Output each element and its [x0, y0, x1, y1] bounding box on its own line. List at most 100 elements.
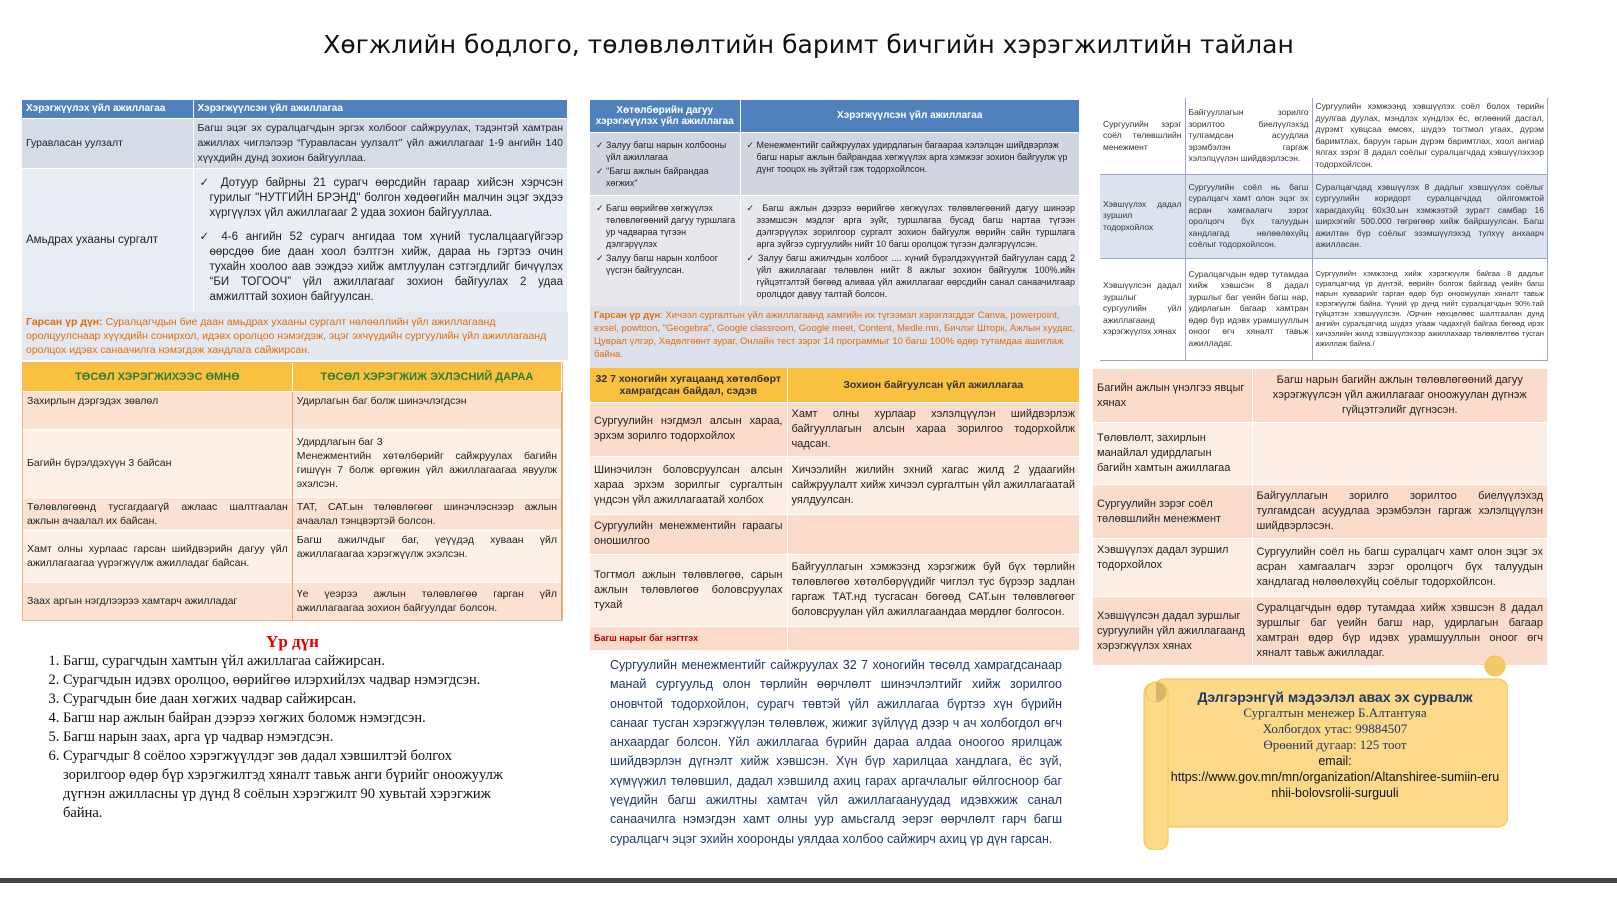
- table-row: Багийн ажлын үнэлгээ явцыг хянах Багш нар…: [1093, 368, 1548, 423]
- list-item: Сурагчдын бие даан хөгжих чадвар сайжирс…: [63, 690, 518, 709]
- result-cell: Суралцагчдад хэвшүүлэх 8 дадлыг хэвшүүлэ…: [1312, 174, 1548, 259]
- result-text: : Хичээл сургалтын үйл ажиллагаанд хамги…: [594, 309, 1076, 360]
- after-cell: Багш ажилчдыг баг, үеүүдэд хуваан үйл аж…: [292, 529, 563, 582]
- topic-cell: Сургуулийн нэгдмэл алсын хараа, эрхэм зо…: [590, 401, 788, 456]
- check-item: ✓ 4-6 ангийн 52 сурагч ангидаа том хүний…: [199, 230, 564, 303]
- program-table: Хөтөлбөрийн дагуу хэрэгжүүлэх үйл ажилла…: [590, 100, 1080, 371]
- after-cell: Үе үеэрээ ажлын төлөвлөгөө гарган үйл аж…: [292, 581, 563, 620]
- results-list: Багш, сурагчдын хамтын үйл ажиллагаа сай…: [48, 652, 518, 823]
- check-text: Залуу багш нарын холбооны үйл ажиллагаа: [606, 139, 727, 162]
- col-header: Хөтөлбөрийн дагуу хэрэгжүүлэх үйл ажилла…: [590, 100, 741, 132]
- table-row: Сургуулийн менежментийн гараагы оношилго…: [590, 513, 1080, 554]
- topic-cell: Сургуулийн зэрэг соёл төлөвшлийн менежме…: [1100, 98, 1186, 175]
- table-row: ✓ Багш өөрийгөө хөгжүүлэх төлөвлөгөөний …: [590, 194, 1080, 306]
- team-table: Багийн ажлын үнэлгээ явцыг хянах Багш нар…: [1093, 368, 1548, 665]
- activity-cell: Багш нарын багийн ажлын төлөвлөгөөний да…: [1252, 368, 1548, 423]
- col-header: ТӨСӨЛ ХЭРЭГЖИЖ ЭХЛЭСНИЙ ДАРАА: [292, 363, 563, 391]
- table-row: ✓ Залуу багш нарын холбооны үйл ажиллага…: [590, 131, 1080, 195]
- topic-cell: Төлөвлөлт, захирлын манайлал удирдлагын …: [1093, 422, 1253, 485]
- table-row: Заах аргын нэгдлээрээ хамтарч ажилладаг Ү…: [23, 581, 563, 620]
- before-cell: Захирлын дэргэдэх зөвлөл: [23, 390, 293, 429]
- check-text: "Багш ажлын байрандаа хөгжих": [606, 165, 709, 188]
- table-row: Амьдрах ухааны сургалт ✓ Дотуур байрны 2…: [22, 167, 568, 312]
- table-row: Төлөвлөлт, захирлын манайлал удирдлагын …: [1093, 422, 1548, 485]
- week-table: 32 7 хоногийн хугацаанд хөтөлбөрт хамраг…: [590, 368, 1080, 650]
- result-label: Гарсан үр дүн:: [26, 315, 103, 328]
- table-row: Багш нарыг баг нэгтгэх: [590, 625, 1080, 650]
- topic-cell: Сургуулийн зэрэг соёл төлөвшлийн менежме…: [1093, 484, 1253, 539]
- check-item: ✓ Залуу багш ажилчдын холбоог .... хүний…: [746, 252, 1076, 299]
- activity-cell: Хамт олны хурлаар хэлэлцүүлэн шийдвэрлэж…: [787, 401, 1080, 456]
- table-row: Сургуулийн зэрэг соёл төлөвшлийн менежме…: [1100, 98, 1548, 175]
- before-cell: Хамт олны хурлаас гарсан шийдвэрийн дагу…: [23, 529, 293, 582]
- scroll-shape-icon: [1143, 655, 1508, 850]
- topic-cell: Хэвшүүлсэн дадал зуршлыг сургуулийн үйл …: [1093, 596, 1253, 665]
- check-text: 4-6 ангийн 52 сурагч ангидаа том хүний т…: [209, 230, 564, 303]
- table-row: Төлөвлөгөөнд тусгагдаагүй ажлаас шалтгаа…: [23, 496, 563, 530]
- check-item: ✓ Дотуур байрны 21 сурагч өөрсдийн гараа…: [199, 176, 564, 219]
- before-cell: Төлөвлөгөөнд тусгагдаагүй ажлаас шалтгаа…: [23, 496, 293, 530]
- check-text: Дотуур байрны 21 сурагч өөрсдийн гараар …: [209, 176, 564, 219]
- table-row: Багийн бүрэлдэхүүн 3 байсан Удирдлагын ба…: [23, 428, 563, 497]
- contact-scroll: Дэлгэрэнгүй мэдээлэл авах эх сурвалж Сур…: [1142, 655, 1508, 850]
- table-row: Гуравласан уулзалт Багш эцэг эх суралцагч…: [22, 117, 568, 168]
- table-row: Сургуулийн нэгдмэл алсын хараа, эрхэм зо…: [590, 401, 1080, 456]
- list-item: Багш, сурагчдын хамтын үйл ажиллагаа сай…: [63, 652, 518, 671]
- check-item: ✓ Менежментийг сайжруулах удирдлагын баг…: [746, 139, 1068, 174]
- culture-table: Сургуулийн зэрэг соёл төлөвшлийн менежме…: [1100, 98, 1548, 361]
- result-box: Гарсан үр дүн: Суралцагчдын бие даан амь…: [22, 311, 568, 360]
- check-item: ✓ Залуу багш нарын холбооны үйл ажиллага…: [596, 139, 727, 162]
- before-cell: Заах аргын нэгдлээрээ хамтарч ажилладаг: [23, 581, 293, 620]
- list-item: Багш нар ажлын байран дээрээ хөгжих боло…: [63, 709, 518, 728]
- contact-info: Дэлгэрэнгүй мэдээлэл авах эх сурвалж Сур…: [1170, 689, 1500, 801]
- activity-cell: Гуравласан уулзалт: [22, 117, 194, 168]
- done-cell: Багш эцэг эх суралцагчдын эргэх холбоог …: [193, 117, 568, 168]
- result-cell: Сургуулийн хэмжээнд хийж хэрэгжүүлж байг…: [1312, 258, 1548, 361]
- activity-cell: Амьдрах ухааны сургалт: [22, 167, 194, 312]
- table-row: Шинэчилэн боловсруулсан алсын хараа эрхэ…: [590, 455, 1080, 514]
- result-cell: Сургуулийн хэмжээнд хэвшүүлэх соёл болох…: [1312, 98, 1548, 175]
- activity-cell: [787, 625, 1080, 650]
- summary-paragraph: Сургуулийн менежментийг сайжруулах 32 7 …: [610, 658, 1062, 846]
- activity-cell: Хичээлийн жилийн эхний хагас жилд 2 удаа…: [787, 455, 1080, 514]
- table-row: Хэвшүүлсэн дадал зуршлыг сургуулийн үйл …: [1093, 596, 1548, 665]
- table-row: Хэвшүүлсэн дадал зуршлыг сургуулийн үйл …: [1100, 258, 1548, 361]
- bottom-divider: [0, 878, 1617, 883]
- before-cell: Багийн бүрэлдэхүүн 3 байсан: [23, 428, 293, 497]
- table-row: Тогтмол ажлын төлөвлөгөө, сарын ажлын тө…: [590, 553, 1080, 626]
- after-cell: Удирдлагын баг 3 Менежментийн хөтөлбөрий…: [292, 428, 563, 497]
- check-text: Залуу багш ажилчдын холбоог .... хүний б…: [756, 252, 1076, 299]
- check-text: Багш өөрийгөө хөгжүүлэх төлөвлөгөөний да…: [606, 202, 736, 249]
- contact-url-link[interactable]: https://www.gov.mn/mn/organization/Altan…: [1170, 770, 1500, 800]
- topic-cell: Сургуулийн менежментийн гараагы оношилго…: [590, 513, 788, 554]
- project-table: ТӨСӨЛ ХЭРЭГЖИХЭЭС ӨМНӨ ТӨСӨЛ ХЭРЭГЖИЖ ЭХЛ…: [22, 362, 563, 621]
- activity-cell: [787, 513, 1080, 554]
- col-header: Зохион байгуулсан үйл ажиллагаа: [787, 368, 1080, 402]
- result-box: Гарсан үр дүн: Хичээл сургалтын үйл ажил…: [590, 305, 1080, 371]
- col-header: Хэрэгжүүлэх үйл ажиллагаа: [22, 100, 194, 118]
- topic-cell: Багш нарыг баг нэгтгэх: [590, 625, 788, 650]
- contact-email-label: email:: [1318, 754, 1352, 768]
- contact-heading: Дэлгэрэнгүй мэдээлэл авах эх сурвалж: [1197, 689, 1473, 705]
- check-text: Багш ажлын дээрээ өөрийгөө хөгжүүлэх төл…: [756, 202, 1076, 249]
- activity-cell: Суралцагчдын өдөр тутамдаа хийж хэвшсэн …: [1252, 596, 1548, 665]
- action-cell: Байгууллагын зорилго зорилтоо биелүүлэхэ…: [1185, 98, 1313, 175]
- col-header: Хэрэгжүүлсэн үйл ажиллагаа: [193, 100, 568, 118]
- result-label: Гарсан үр дүн: [594, 309, 661, 321]
- table-row: Хамт олны хурлаас гарсан шийдвэрийн дагу…: [23, 529, 563, 582]
- topic-cell: Шинэчилэн боловсруулсан алсын хараа эрхэ…: [590, 455, 788, 514]
- list-item: Сурагчдыг 8 соёлоо хэрэгжүүлдэг зөв дада…: [63, 747, 518, 823]
- topic-cell: Хэвшүүлсэн дадал зуршлыг сургуулийн үйл …: [1100, 258, 1186, 361]
- table-row: Сургуулийн зэрэг соёл төлөвшлийн менежме…: [1093, 484, 1548, 539]
- check-text: Залуу багш нарын холбоог үүсгэн байгуулс…: [606, 252, 719, 275]
- action-cell: Сургуулийн соёл нь багш суралцагч хамт о…: [1185, 174, 1313, 259]
- page-title: Хөгжлийн бодлого, төлөвлөлтийн баримт би…: [323, 30, 1294, 59]
- table-row: Хэвшүүлэх дадал зуршил тодорхойлох Сургуу…: [1100, 174, 1548, 259]
- contact-room: Өрөөний дугаар: 125 тоот: [1263, 737, 1407, 752]
- list-item: Багш нарын заах, арга үр чадвар нэмэгдсэ…: [63, 728, 518, 747]
- results-heading: Үр дүн: [266, 632, 319, 651]
- activity-cell: [1252, 422, 1548, 485]
- topic-cell: Багийн ажлын үнэлгээ явцыг хянах: [1093, 368, 1253, 423]
- col-header: ТӨСӨЛ ХЭРЭГЖИХЭЭС ӨМНӨ: [23, 363, 293, 391]
- check-text: Менежментийг сайжруулах удирдлагын багаа…: [756, 139, 1068, 174]
